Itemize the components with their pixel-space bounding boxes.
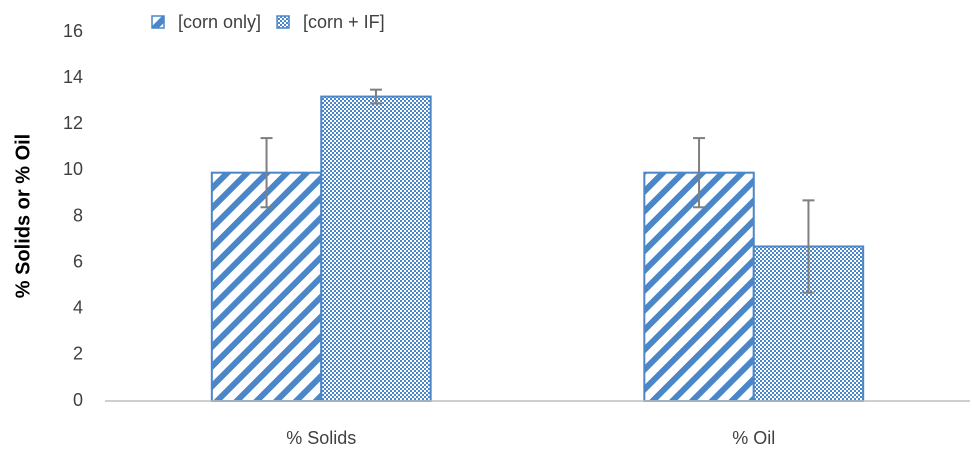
- legend-marker: [276, 15, 290, 29]
- y-tick-label: 0: [73, 390, 83, 410]
- bar: [320, 95, 432, 402]
- y-tick-label: 12: [63, 113, 83, 133]
- legend-label: [corn only]: [178, 12, 261, 32]
- error-bar: [369, 88, 382, 105]
- bar: [210, 171, 323, 402]
- x-tick-label: % Solids: [286, 428, 356, 448]
- legend-label: [corn + IF]: [303, 12, 385, 32]
- x-tick-label: % Oil: [732, 428, 775, 448]
- y-tick-label: 4: [73, 298, 83, 318]
- y-tick-label: 6: [73, 251, 83, 271]
- y-tick-label: 16: [63, 21, 83, 41]
- error-bar: [802, 199, 815, 294]
- y-tick-label: 8: [73, 205, 83, 225]
- y-tick-label: 10: [63, 159, 83, 179]
- legend-marker: [151, 15, 165, 29]
- error-bar: [693, 137, 706, 209]
- y-tick-label: 14: [63, 67, 83, 87]
- error-bar: [260, 137, 273, 209]
- bar: [643, 171, 755, 402]
- y-axis-label: % Solids or % Oil: [12, 134, 34, 298]
- y-tick-label: 2: [73, 344, 83, 364]
